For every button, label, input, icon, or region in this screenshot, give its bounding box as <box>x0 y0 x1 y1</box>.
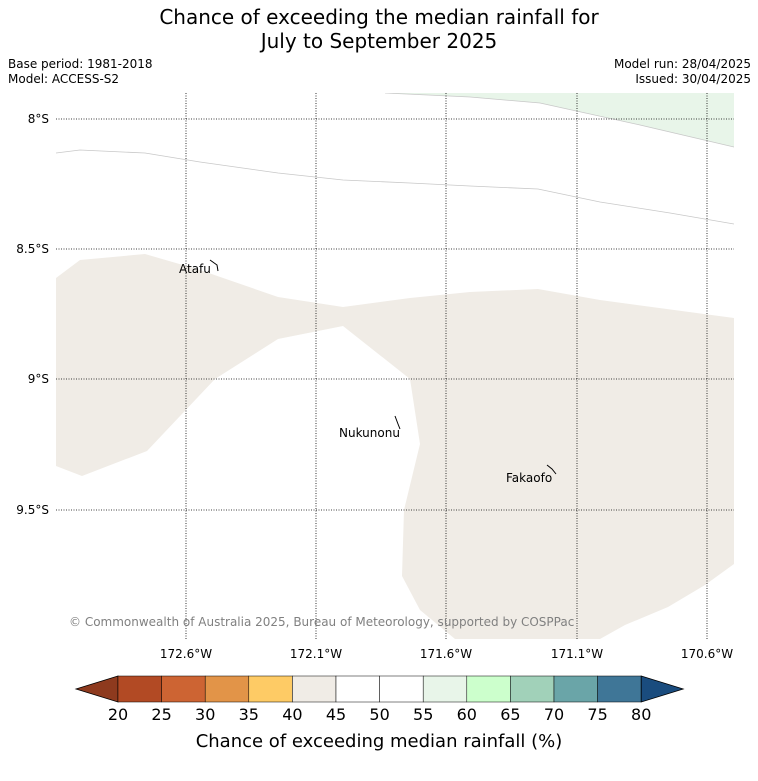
atafu-atoll <box>209 259 219 272</box>
model-name: Model: ACCESS-S2 <box>8 72 120 86</box>
colorbar-segment <box>466 675 511 703</box>
colorbar-tick-label: 35 <box>239 705 259 724</box>
model-run: Model run: 28/04/2025 <box>613 57 751 71</box>
colorbar-segment <box>248 675 293 703</box>
contour-line-north <box>56 149 734 225</box>
colorbar-tick-label: 45 <box>326 705 346 724</box>
lon-label-172-6: 172.6°W <box>160 647 212 661</box>
colorbar-segment <box>553 675 598 703</box>
region-40-45-percent <box>56 254 734 639</box>
colorbar-tick-label: 65 <box>500 705 520 724</box>
colorbar-ticks: 20 25 30 35 40 45 50 55 60 65 70 75 80 <box>108 705 652 724</box>
colorbar-extend-low <box>74 675 119 703</box>
region-55-60-percent <box>385 93 734 147</box>
colorbar-tick-label: 75 <box>587 705 607 724</box>
colorbar-tick-label: 20 <box>108 705 128 724</box>
colorbar-tick-label: 60 <box>457 705 477 724</box>
chart-title: Chance of exceeding the median rainfall … <box>0 5 758 53</box>
colorbar-tick-label: 30 <box>195 705 215 724</box>
lon-label-171-6: 171.6°W <box>420 647 472 661</box>
place-atafu: Atafu <box>179 262 211 276</box>
lon-label-171-1: 171.1°W <box>551 647 603 661</box>
title-line-1: Chance of exceeding the median rainfall … <box>159 5 599 29</box>
colorbar-segment <box>292 675 337 703</box>
colorbar-segment <box>117 675 162 703</box>
colorbar-segments <box>74 675 685 703</box>
colorbar-segment <box>597 675 642 703</box>
issued-date: Issued: 30/04/2025 <box>635 72 751 86</box>
grid-lines <box>56 93 734 639</box>
contour-line-top <box>384 93 734 148</box>
colorbar: 20 25 30 35 40 45 50 55 60 65 70 75 80 Chance of exc… <box>74 675 685 752</box>
colorbar-tick-label: 70 <box>544 705 564 724</box>
lon-label-170-6: 170.6°W <box>681 647 733 661</box>
nukunonu-atoll <box>394 415 401 430</box>
lat-label-8-5: 8.5°S <box>16 242 49 256</box>
colorbar-segment <box>161 675 206 703</box>
lat-label-9: 9°S <box>28 372 49 386</box>
colorbar-tick-label: 25 <box>151 705 171 724</box>
place-fakaofo: Fakaofo <box>506 471 552 485</box>
meta-left: Base period: 1981-2018 Model: ACCESS-S2 <box>8 57 153 87</box>
colorbar-segment <box>510 675 555 703</box>
colorbar-tick-label: 50 <box>369 705 389 724</box>
colorbar-segment <box>335 675 380 703</box>
copyright-notice: © Commonwealth of Australia 2025, Bureau… <box>69 615 574 629</box>
meta-right: Model run: 28/04/2025 Issued: 30/04/2025 <box>614 57 751 87</box>
base-period: Base period: 1981-2018 <box>8 57 153 71</box>
lat-label-8: 8°S <box>28 112 49 126</box>
colorbar-segment <box>422 675 468 703</box>
colorbar-extend-high <box>640 675 685 703</box>
colorbar-tick-label: 80 <box>631 705 651 724</box>
lat-label-9-5: 9.5°S <box>16 503 49 517</box>
title-line-2: July to September 2025 <box>260 29 498 53</box>
lon-label-172-1: 172.1°W <box>290 647 342 661</box>
place-nukunonu: Nukunonu <box>339 426 400 440</box>
colorbar-tick-label: 40 <box>282 705 302 724</box>
colorbar-segment <box>204 675 250 703</box>
colorbar-tick-label: 55 <box>413 705 433 724</box>
colorbar-segment <box>379 675 424 703</box>
colorbar-label: Chance of exceeding median rainfall (%) <box>196 731 563 752</box>
fakaofo-atoll <box>546 464 557 475</box>
map-area: Atafu Nukunonu Fakaofo © Commonwealth of… <box>56 93 734 639</box>
